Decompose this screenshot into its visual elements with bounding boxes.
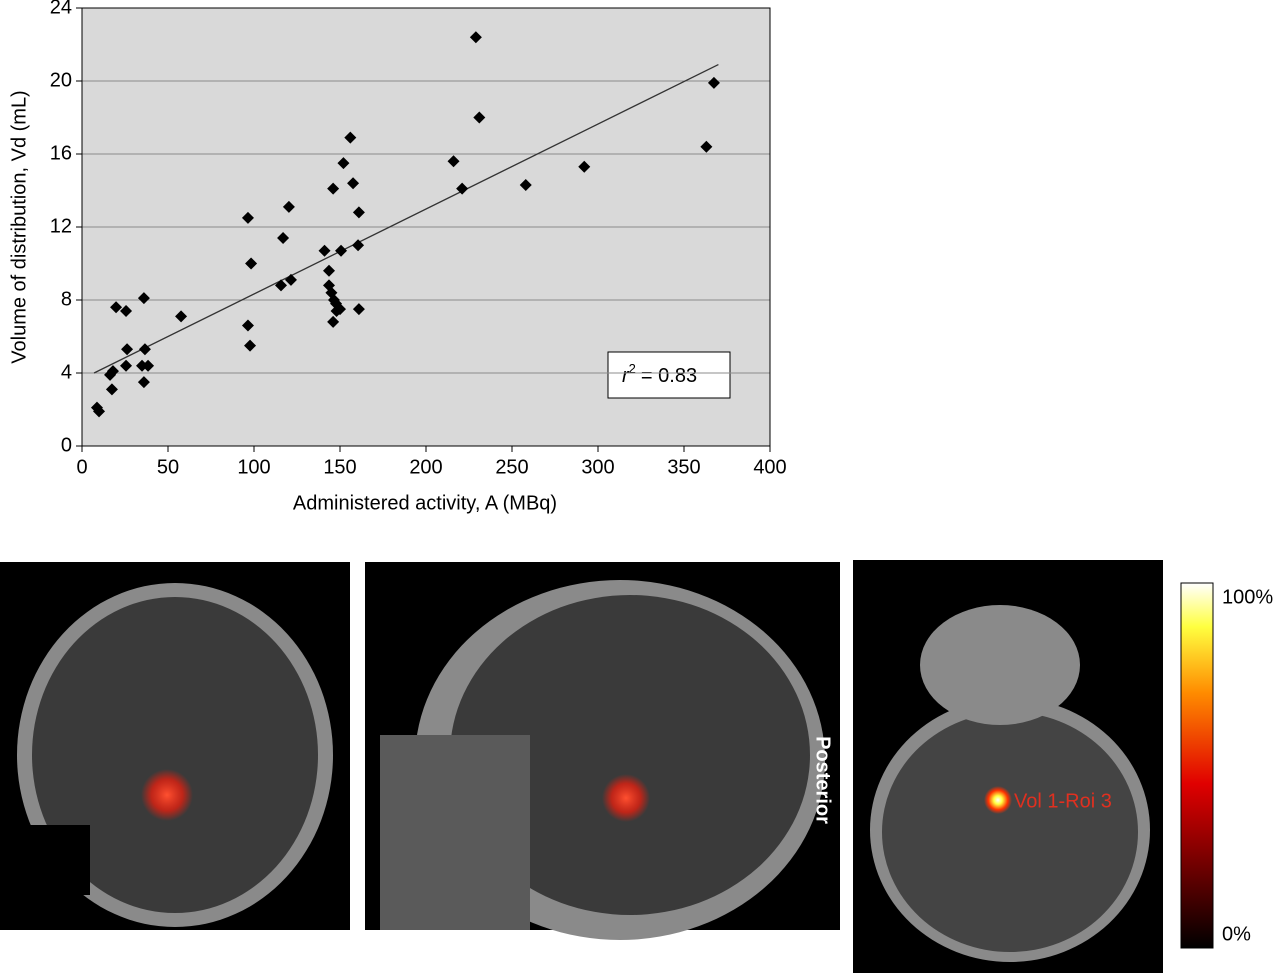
data-point: [282, 200, 295, 213]
data-point: [244, 339, 257, 352]
x-tick-label: 250: [495, 456, 528, 478]
data-point: [334, 303, 346, 316]
data-point: [352, 206, 365, 219]
annotation-variable: r: [622, 365, 630, 387]
annotation-box: [607, 351, 731, 399]
y-tick-label: 8: [61, 288, 72, 310]
data-point: [120, 304, 133, 317]
x-axis-label: Administered activity, A (MBq): [293, 492, 557, 514]
x-tick-label: 400: [753, 456, 786, 478]
colorbar: [1180, 582, 1214, 949]
data-point: [120, 359, 133, 372]
x-tick-label: 0: [76, 456, 87, 478]
data-point: [105, 383, 118, 396]
face: [920, 605, 1080, 725]
y-tick-label: 12: [50, 215, 72, 237]
annotation-text: = 0.83: [641, 365, 697, 387]
plot-border: [81, 7, 771, 447]
y-tick-label: 4: [61, 361, 72, 383]
data-point: [335, 244, 348, 257]
data-point: [352, 239, 365, 252]
data-point: [137, 292, 150, 305]
annotation: r2 = 0.83: [622, 361, 697, 387]
trendline: [93, 63, 719, 374]
data-point: [121, 343, 134, 356]
y-tick-label: 0: [61, 434, 72, 456]
data-point: [456, 182, 469, 195]
data-point: [344, 131, 357, 144]
colorbar-max-label: 100%: [1222, 586, 1273, 608]
annotation-exponent: 2: [629, 361, 636, 376]
x-tick-label: 200: [409, 456, 442, 478]
colorbar-min-label: 0%: [1222, 923, 1251, 945]
face: [380, 735, 530, 930]
data-point: [700, 140, 713, 153]
data-point: [327, 182, 340, 195]
data-point: [138, 343, 151, 356]
data-point: [93, 405, 106, 418]
brain: [882, 712, 1138, 952]
data-point: [106, 365, 119, 378]
data-point: [110, 301, 123, 314]
scatter-plot: Administered activity, A (MBq) Volume of…: [8, 0, 786, 514]
data-point: [241, 211, 254, 224]
data-point: [347, 177, 360, 190]
orientation-label: Posterior: [812, 736, 834, 824]
data-point: [337, 157, 350, 170]
y-tick-label: 16: [50, 142, 72, 164]
data-point: [137, 376, 150, 389]
data-point: [275, 279, 288, 292]
data-point: [519, 179, 532, 192]
data-point: [241, 319, 254, 332]
x-tick-label: 350: [667, 456, 700, 478]
data-point: [469, 31, 482, 44]
brain-images: Posterior Vol 1-Roi 3 100% 0%: [0, 560, 1273, 973]
x-tick-label: 300: [581, 456, 614, 478]
data-point: [284, 273, 297, 286]
y-tick-label: 24: [50, 0, 72, 18]
data-point: [352, 303, 365, 316]
data-point: [318, 244, 331, 257]
data-point: [277, 231, 290, 244]
data-point: [578, 160, 591, 173]
y-tick-label: 20: [50, 69, 72, 91]
data-point: [322, 264, 335, 277]
y-axis-label: Volume of distribution, Vd (mL): [8, 90, 30, 363]
roi-label: Vol 1-Roi 3: [1014, 790, 1112, 812]
data-point: [142, 359, 155, 372]
data-point: [473, 111, 486, 124]
data-point: [447, 155, 460, 168]
cavity: [30, 825, 90, 895]
x-tick-label: 50: [157, 456, 179, 478]
brain: [32, 597, 318, 913]
data-point: [707, 76, 720, 89]
hotspot: [984, 786, 1012, 814]
data-point: [327, 315, 340, 328]
x-tick-label: 150: [323, 456, 356, 478]
data-point: [136, 359, 149, 372]
data-point: [245, 257, 258, 270]
data-point: [175, 310, 188, 323]
x-tick-label: 100: [237, 456, 270, 478]
hotspot: [141, 769, 193, 821]
brain: [450, 595, 810, 915]
hotspot: [602, 774, 650, 822]
